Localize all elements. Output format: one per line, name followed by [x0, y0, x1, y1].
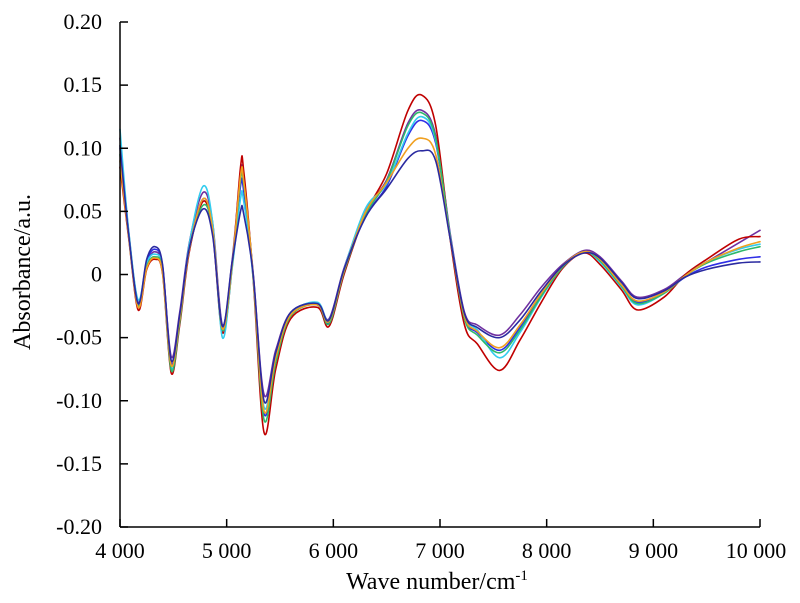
x-axis-label-text: Wave number/cm [346, 569, 516, 595]
y-ticks: -0.20 -0.15 -0.10 -0.05 0 0.05 0.10 0.15 0.20 [56, 9, 128, 539]
y-tick-label: -0.20 [56, 514, 102, 539]
y-tick-label: 0.10 [64, 135, 103, 160]
x-tick-label: 5 000 [202, 538, 252, 563]
y-axis-label: Absorbance/a.u. [10, 194, 36, 350]
x-tick-label: 6 000 [309, 538, 359, 563]
y-tick-label: 0.20 [64, 9, 103, 34]
y-tick-label: -0.10 [56, 388, 102, 413]
y-tick-label: 0.15 [64, 72, 103, 97]
spectrum-line-7 [119, 144, 761, 404]
y-tick-label: 0 [91, 262, 102, 287]
x-axis-label-superscript: -1 [515, 568, 528, 584]
x-axis-label: Wave number/cm-1 [346, 568, 528, 595]
x-ticks: 4 000 5 000 6 000 7 000 8 000 9 000 10 000 [95, 519, 786, 563]
x-tick-label: 8 000 [522, 538, 572, 563]
x-tick-label: 9 000 [629, 538, 679, 563]
x-tick-label: 10 000 [726, 538, 787, 563]
y-tick-label: 0.05 [64, 198, 103, 223]
y-tick-label: -0.15 [56, 451, 102, 476]
x-tick-label: 4 000 [95, 538, 145, 563]
y-tick-label: -0.05 [56, 325, 102, 350]
x-tick-label: 7 000 [415, 538, 465, 563]
series-layer [119, 93, 761, 436]
